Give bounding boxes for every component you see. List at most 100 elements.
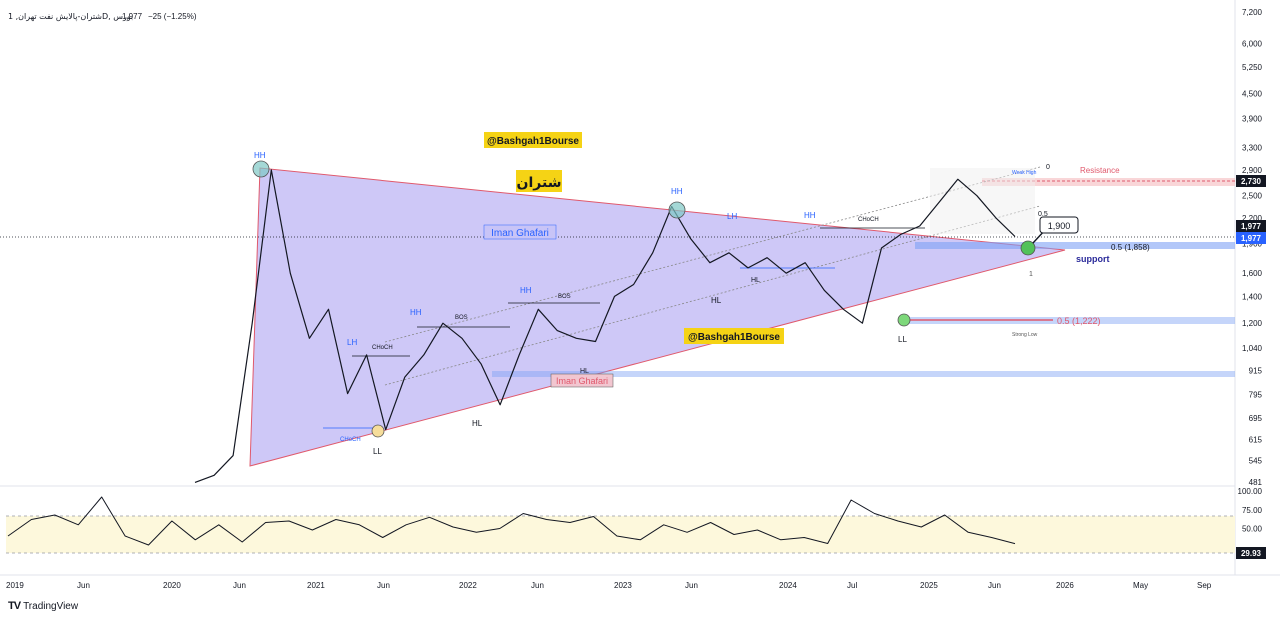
time-tick-label: 2025 xyxy=(920,581,938,590)
channel-lower xyxy=(384,205,1041,386)
strong-low-label: Strong Low xyxy=(1012,332,1038,338)
rsi-band xyxy=(6,516,1235,553)
time-tick-label: May xyxy=(1133,581,1148,590)
badge-current-bg[interactable] xyxy=(1236,232,1266,244)
time-tick-label: 2020 xyxy=(163,581,181,590)
price-tick-label: 2,900 xyxy=(1242,166,1263,175)
fib-1222-label: 0.5 (1,222) xyxy=(1057,316,1101,326)
author-1: Iman Ghafari xyxy=(491,228,549,239)
label-hl-2023: HL xyxy=(711,296,722,305)
price-tick-label: 481 xyxy=(1249,478,1263,487)
pivot-ll-2024 xyxy=(897,313,911,327)
label-hh-2021: HH xyxy=(410,308,422,317)
header-change: −25 (−1.25%) xyxy=(148,12,197,21)
support-label: support xyxy=(1076,254,1110,264)
price-tick-label: 695 xyxy=(1249,414,1263,423)
label-hh-2022: HH xyxy=(520,286,532,295)
rsi-line xyxy=(7,496,1016,546)
time-tick-label: Jun xyxy=(685,581,698,590)
time-tick-label: Jul xyxy=(847,581,857,590)
label-ll-2024: LL xyxy=(898,335,907,344)
watermark-top: @Bashgah1Bourse xyxy=(487,136,579,147)
label-choch-3: CHoCH xyxy=(858,217,879,223)
author-2: Iman Ghafari xyxy=(556,376,608,386)
price-tick-label: 2,200 xyxy=(1242,214,1263,223)
num-1-label: 1 xyxy=(1029,271,1033,278)
pivot-hh-2020 xyxy=(252,160,270,178)
author-1-bg xyxy=(483,224,557,240)
label-ll-2021: LL xyxy=(373,447,382,456)
badge-resistance-bg[interactable] xyxy=(1236,175,1266,187)
price-tick-label: 2,500 xyxy=(1242,192,1263,201)
label-hl-small: HL xyxy=(580,368,589,375)
badge-rsi: 29.93 xyxy=(1241,549,1262,558)
label-hl-2022: HL xyxy=(472,419,483,428)
badge-resistance: 2,730 xyxy=(1241,177,1262,186)
price-tick-label: 3,300 xyxy=(1242,144,1263,153)
fib-05-label: 0.5 xyxy=(1038,211,1048,218)
price-axis-ticks: 7,200 6,000 5,250 4,500 3,900 3,300 2,900 2,500… xyxy=(1242,8,1263,487)
rsi-tick-label: 100.00 xyxy=(1238,487,1263,496)
time-tick-label: 2026 xyxy=(1056,581,1074,590)
rsi-tick-label: 50.00 xyxy=(1242,525,1263,534)
price-line xyxy=(194,169,1016,483)
price-tick-label: 4,500 xyxy=(1242,90,1263,99)
pivot-current xyxy=(1020,240,1036,256)
time-tick-label: Jun xyxy=(233,581,246,590)
target-box xyxy=(1039,216,1079,234)
pivot-ll-2021 xyxy=(371,424,385,438)
price-tick-label: 615 xyxy=(1249,435,1263,444)
title-fa: شتران xyxy=(517,175,562,191)
watermark-mid: @Bashgah1Bourse xyxy=(688,332,780,343)
price-tick-label: 915 xyxy=(1249,366,1263,375)
tradingview-mark: TV xyxy=(8,600,21,612)
time-tick-label: Jun xyxy=(377,581,390,590)
header-symbol[interactable]: شتران-پالایش نفت تهران, 1D, بورس xyxy=(8,12,133,21)
label-choch-1: CHoCH xyxy=(372,345,393,351)
tradingview-logo[interactable]: TV TradingView xyxy=(8,600,78,612)
price-tick-label: 1,040 xyxy=(1242,344,1263,353)
label-choch-2: CHoCH xyxy=(340,437,361,443)
time-tick-label: Sep xyxy=(1197,581,1212,590)
time-tick-label: Jun xyxy=(77,581,90,590)
weak-high-label: Weak High xyxy=(1012,170,1037,176)
badge-last: 1,977 xyxy=(1241,222,1262,231)
label-hh-2023: HH xyxy=(671,187,683,196)
fib-0-label: 0 xyxy=(1046,164,1050,171)
support-zone-915 xyxy=(492,371,1235,377)
badge-rsi-bg[interactable] xyxy=(1236,547,1266,559)
price-tick-label: 3,900 xyxy=(1242,115,1263,124)
price-tick-label: 1,600 xyxy=(1242,269,1263,278)
title-fa-bg xyxy=(516,170,562,192)
label-hh-2020: HH xyxy=(254,151,266,160)
rsi-axis-ticks: 100.00 75.00 50.00 xyxy=(1238,487,1263,534)
price-tick-label: 795 xyxy=(1249,391,1263,400)
pivot-hh-2023 xyxy=(668,201,686,219)
time-tick-label: 2024 xyxy=(779,581,797,590)
target-box-label: 1,900 xyxy=(1048,221,1071,231)
price-tick-label: 7,200 xyxy=(1242,8,1263,17)
label-hl-2024: HL xyxy=(751,277,760,284)
triangle-pattern xyxy=(249,167,1066,467)
label-lh-2023: LH xyxy=(727,212,737,221)
header-last: 1,977 xyxy=(122,12,143,21)
fib-box xyxy=(930,168,1035,234)
price-tick-label: 6,000 xyxy=(1242,40,1263,49)
label-hh-2024: HH xyxy=(804,211,816,220)
time-tick-label: 2019 xyxy=(6,581,24,590)
label-bos-2: BOS xyxy=(558,294,571,300)
price-tick-label: 1,400 xyxy=(1242,292,1263,301)
support-zone-1858 xyxy=(915,242,1235,249)
badge-current: 1,977 xyxy=(1241,234,1262,243)
label-bos-1: BOS xyxy=(455,315,468,321)
price-tick-label: 1,200 xyxy=(1242,319,1263,328)
time-tick-label: Jun xyxy=(531,581,544,590)
author-2-bg xyxy=(550,373,614,388)
resistance-zone xyxy=(982,178,1235,186)
badge-last-bg[interactable] xyxy=(1236,220,1266,232)
price-tick-label: 545 xyxy=(1249,456,1263,465)
tradingview-label: TradingView xyxy=(23,600,79,612)
label-lh-2021: LH xyxy=(347,338,357,347)
time-axis-ticks: 2019 Jun 2020 Jun 2021 Jun 2022 Jun 2023 Jun 2024 J… xyxy=(6,581,1212,590)
